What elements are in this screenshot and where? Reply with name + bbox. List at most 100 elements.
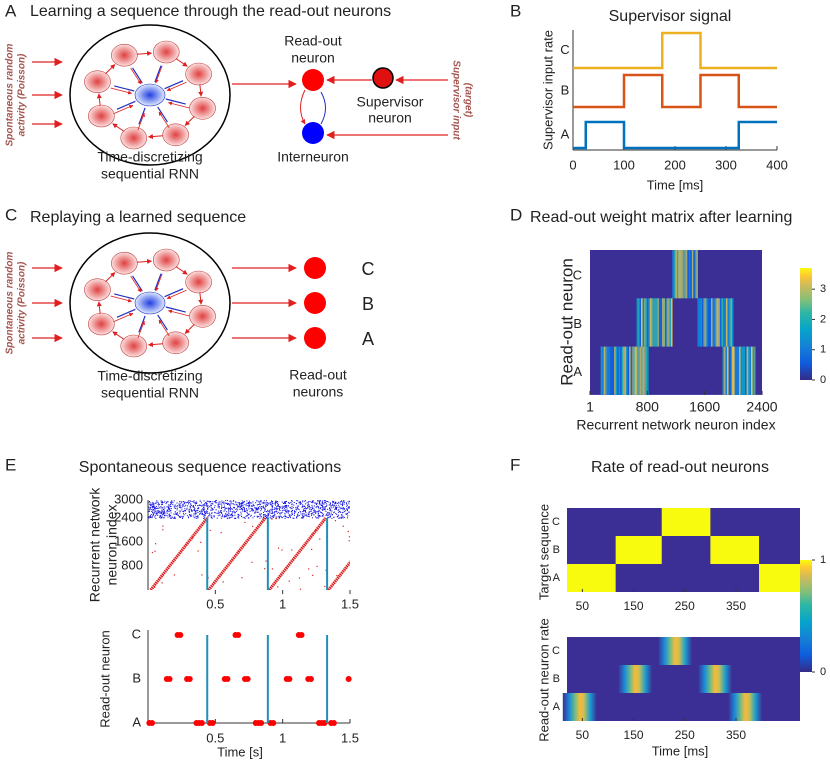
y-tick-label: C xyxy=(560,42,569,57)
excitation xyxy=(137,112,145,131)
colorbar xyxy=(800,560,812,672)
excitatory-cell xyxy=(189,96,216,120)
weight-stripe xyxy=(730,298,732,347)
excitatory-cell xyxy=(162,123,189,147)
weight-stripe xyxy=(693,250,695,299)
connection xyxy=(112,123,125,132)
weight-stripe xyxy=(748,346,750,395)
connection xyxy=(112,331,125,340)
readout-spike xyxy=(286,676,293,682)
x-tick-label: 1 xyxy=(279,596,286,611)
weight-stripe xyxy=(746,346,749,395)
weight-stripe xyxy=(648,298,651,347)
excitation xyxy=(168,309,190,317)
x-tick-label: 2400 xyxy=(746,399,777,415)
weight-stripe xyxy=(736,346,738,395)
readout-spike xyxy=(345,676,352,682)
sequence-reactivation xyxy=(207,517,267,590)
inhibition xyxy=(164,288,184,298)
panel-letter: F xyxy=(510,455,520,474)
readout-spike xyxy=(186,676,193,682)
panel-title: Rate of read-out neurons xyxy=(591,459,769,476)
weight-stripe xyxy=(731,346,734,395)
weight-stripe xyxy=(722,298,725,347)
weight-stripe xyxy=(630,346,633,395)
weight-stripe xyxy=(700,298,702,347)
excitatory-cell xyxy=(120,334,148,358)
weight-stripe xyxy=(621,346,624,395)
weight-stripe xyxy=(716,298,719,347)
rnn-label: sequential RNN xyxy=(101,385,199,401)
weight-stripe xyxy=(722,346,725,395)
target-cell xyxy=(759,564,800,592)
connection xyxy=(175,266,188,275)
readout-spike xyxy=(321,720,328,726)
excitatory-cell xyxy=(88,104,115,128)
weight-stripe xyxy=(620,346,622,395)
weight-stripe xyxy=(615,346,618,395)
y-tick-label: B xyxy=(561,82,570,97)
readout-neuron xyxy=(304,292,326,314)
weight-stripe xyxy=(665,298,667,347)
weight-stripe xyxy=(733,346,735,395)
weight-stripe xyxy=(678,250,680,299)
weight-stripe xyxy=(636,298,639,347)
weight-stripe xyxy=(672,250,674,299)
weight-stripe xyxy=(660,298,663,347)
input-label: Spontaneous random xyxy=(5,44,16,147)
weight-stripe xyxy=(725,346,728,395)
weight-stripe xyxy=(642,346,645,395)
x-tick-label: 50 xyxy=(576,728,590,742)
weight-stripe xyxy=(713,298,716,347)
y-axis-label: Supervisor input rate xyxy=(540,30,555,150)
weight-stripe xyxy=(666,298,669,347)
x-tick-label: 100 xyxy=(613,157,635,172)
connection xyxy=(136,258,153,264)
excitatory-cell xyxy=(185,270,212,294)
connection xyxy=(198,292,204,305)
colorbar xyxy=(800,268,812,380)
weight-stripe xyxy=(724,346,726,395)
weight-stripe xyxy=(734,346,737,395)
readout-neuron xyxy=(304,327,326,349)
excitation xyxy=(110,87,132,95)
readout-spike xyxy=(209,720,216,726)
weight-stripe xyxy=(603,346,606,395)
x-tick-label: 250 xyxy=(675,728,695,742)
inhibitory-cell xyxy=(134,291,166,315)
input-label: Spontaneous random xyxy=(5,252,16,355)
excitatory-cell xyxy=(162,331,189,355)
y-tick-label: 3000 xyxy=(114,491,143,506)
y-tick-label: 2400 xyxy=(114,509,143,524)
weight-stripe xyxy=(718,298,720,347)
readout-spike xyxy=(258,720,265,726)
weight-stripe xyxy=(706,298,708,347)
excitatory-cell xyxy=(111,43,138,67)
excitatory-cell xyxy=(152,248,180,272)
input-label: activity (Poisson) xyxy=(17,261,28,344)
y-tick-label: A xyxy=(561,126,570,141)
excitation xyxy=(110,295,132,303)
readout-label: Read-out xyxy=(289,367,347,383)
weight-stripe xyxy=(669,298,672,347)
panel-f: F Rate of read-out neurons Target sequen… xyxy=(510,455,826,758)
excitation xyxy=(113,312,134,323)
rate-peak xyxy=(618,665,653,693)
weight-stripe xyxy=(633,346,636,395)
target-cell xyxy=(710,536,760,564)
weight-stripe xyxy=(623,346,625,395)
readout-label: Read-out xyxy=(284,33,342,49)
weight-stripe xyxy=(676,250,679,299)
rate-peak xyxy=(697,665,732,693)
weight-stripe xyxy=(638,298,640,347)
weight-stripe xyxy=(647,298,649,347)
weight-stripe xyxy=(745,346,747,395)
signal-line xyxy=(573,120,777,150)
excitatory-cell xyxy=(84,278,111,302)
colorbar-tick-label: 1 xyxy=(820,554,826,566)
inhibition xyxy=(116,308,136,318)
readout-spike xyxy=(177,632,184,638)
y-tick-label: B xyxy=(553,544,560,556)
excitation xyxy=(166,81,187,92)
weight-stripe xyxy=(673,250,676,299)
